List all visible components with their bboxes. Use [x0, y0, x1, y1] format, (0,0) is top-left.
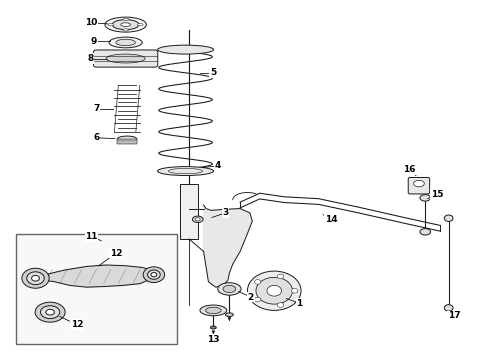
Ellipse shape [109, 37, 142, 48]
Ellipse shape [193, 216, 203, 222]
Ellipse shape [158, 45, 214, 54]
Ellipse shape [121, 23, 130, 26]
Ellipse shape [27, 272, 44, 285]
Ellipse shape [444, 305, 453, 311]
Ellipse shape [116, 39, 135, 46]
Ellipse shape [247, 271, 301, 310]
Ellipse shape [108, 23, 114, 26]
Ellipse shape [147, 270, 160, 279]
Ellipse shape [22, 268, 49, 288]
Text: 14: 14 [325, 215, 338, 224]
Ellipse shape [254, 280, 261, 284]
Ellipse shape [41, 306, 60, 319]
Ellipse shape [444, 215, 453, 221]
Text: 16: 16 [403, 165, 416, 174]
Ellipse shape [277, 303, 284, 307]
Ellipse shape [420, 195, 431, 201]
FancyBboxPatch shape [408, 177, 430, 194]
Ellipse shape [35, 302, 65, 322]
Text: 6: 6 [93, 133, 99, 142]
Ellipse shape [292, 288, 298, 293]
Ellipse shape [218, 283, 241, 295]
Ellipse shape [122, 18, 128, 20]
Text: 7: 7 [93, 104, 99, 113]
Text: 5: 5 [210, 68, 217, 77]
Ellipse shape [151, 273, 157, 277]
Ellipse shape [105, 17, 147, 32]
Ellipse shape [143, 267, 165, 283]
Polygon shape [33, 265, 155, 287]
Ellipse shape [31, 275, 39, 281]
Ellipse shape [112, 19, 139, 30]
Ellipse shape [196, 218, 200, 221]
Bar [180, 184, 198, 239]
Ellipse shape [200, 305, 227, 316]
Text: 10: 10 [85, 18, 98, 27]
Text: 12: 12 [110, 249, 122, 258]
Ellipse shape [137, 23, 143, 26]
Text: 15: 15 [431, 190, 444, 199]
Text: 2: 2 [248, 293, 254, 302]
Ellipse shape [205, 307, 221, 314]
Text: 3: 3 [222, 208, 229, 217]
FancyBboxPatch shape [94, 50, 158, 67]
Ellipse shape [223, 285, 236, 293]
Text: 9: 9 [91, 37, 97, 46]
Ellipse shape [414, 180, 424, 187]
Ellipse shape [210, 326, 216, 329]
Text: 8: 8 [87, 54, 94, 63]
Ellipse shape [225, 313, 233, 316]
Bar [117, 139, 137, 144]
Ellipse shape [122, 29, 128, 31]
Ellipse shape [46, 309, 54, 315]
Text: 12: 12 [71, 320, 83, 329]
Ellipse shape [106, 54, 145, 63]
Text: 17: 17 [448, 311, 461, 320]
Text: 13: 13 [207, 335, 220, 344]
Ellipse shape [277, 274, 284, 279]
Ellipse shape [169, 168, 202, 174]
Text: 1: 1 [296, 299, 303, 308]
FancyBboxPatch shape [16, 234, 177, 344]
Text: 4: 4 [215, 161, 221, 170]
Ellipse shape [158, 167, 214, 176]
Polygon shape [203, 205, 252, 287]
Ellipse shape [254, 297, 261, 302]
Ellipse shape [267, 285, 282, 296]
Ellipse shape [420, 229, 431, 235]
Text: 11: 11 [85, 232, 98, 241]
Ellipse shape [256, 277, 293, 304]
Ellipse shape [117, 136, 137, 142]
